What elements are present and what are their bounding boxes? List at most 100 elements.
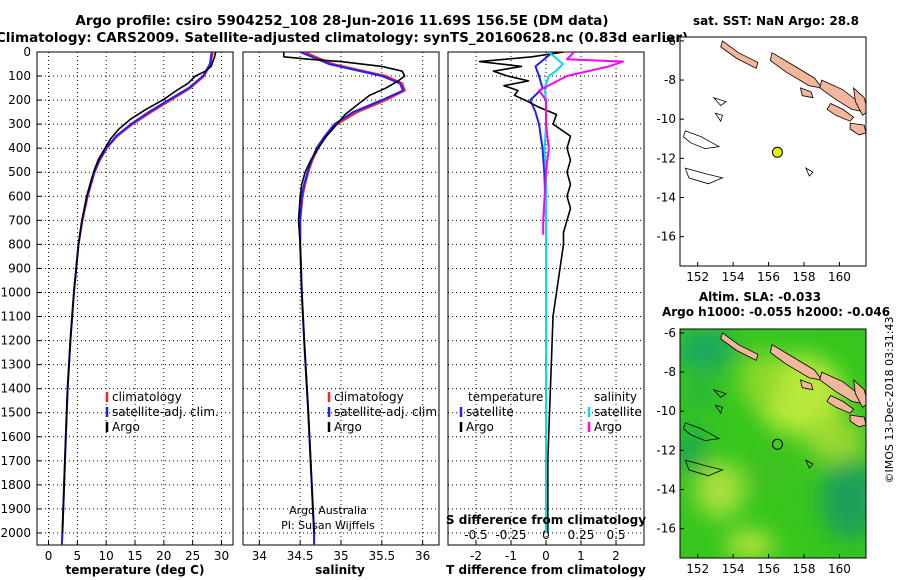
island xyxy=(849,414,866,428)
y-tick-label: 1500 xyxy=(0,406,31,420)
island xyxy=(849,122,866,136)
y-tick-label: 500 xyxy=(8,165,31,179)
reef-outline xyxy=(683,422,721,442)
top-tick-label: -0.25 xyxy=(495,528,526,542)
x-tick-label: 2 xyxy=(612,549,620,563)
y-tick-label: 400 xyxy=(8,141,31,155)
s-argo-diff-line xyxy=(538,52,624,235)
x-tick-label: 20 xyxy=(156,549,171,563)
sla-map-title: Altim. SLA: -0.033 xyxy=(699,290,821,304)
argo-line xyxy=(61,52,217,534)
y-tick-label: 600 xyxy=(8,189,31,203)
map-y-tick-label: -14 xyxy=(656,190,676,204)
x-tick-label: 35.5 xyxy=(368,549,395,563)
map-x-tick-label: 156 xyxy=(757,270,780,284)
x-tick-label: 0 xyxy=(45,549,53,563)
island xyxy=(819,79,864,112)
credit-argo: Argo Australia xyxy=(289,504,367,517)
island xyxy=(799,379,814,391)
sla-map-subtitle: Argo h1000: -0.055 h2000: -0.046 xyxy=(662,305,890,319)
reef-outline xyxy=(714,404,724,415)
legend-climatology-label: climatology xyxy=(112,390,182,404)
salinity-panel: 34 34.5 35 35.5 36 climatologysatellite-adj.… xyxy=(242,51,441,577)
x-tick-label: 5 xyxy=(74,549,82,563)
legend-satellite-label: satellite-adj. clim. xyxy=(334,405,441,419)
argo-line xyxy=(282,52,406,534)
legend-climatology-label: climatology xyxy=(334,390,404,404)
top-tick-label: 0.25 xyxy=(568,528,595,542)
y-tick-label: 200 xyxy=(8,93,31,107)
sst-map-title: sat. SST: NaN Argo: 28.8 xyxy=(693,14,859,28)
temperature-panel: 0100200300400500600700800900100011001200… xyxy=(0,45,234,577)
sla-map-field xyxy=(680,329,866,558)
x-tick-label: 0 xyxy=(542,549,550,563)
x-tick-label: 34 xyxy=(252,549,267,563)
island xyxy=(799,87,814,99)
title-line2: Climatology: CARS2009. Satellite-adjuste… xyxy=(0,30,688,46)
island xyxy=(853,378,866,408)
y-tick-label: 900 xyxy=(8,261,31,275)
difference-x-ticks: -2 -1 0 1 2 xyxy=(470,541,620,563)
y-tick-label: 1600 xyxy=(0,430,31,444)
salinity-xlabel: salinity xyxy=(315,563,365,577)
y-tick-label: 1100 xyxy=(0,310,31,324)
difference-panel: -2 -1 0 1 2 -0.5 -0.25 0 0.25 0.5 temperaturesat… xyxy=(446,51,646,577)
map-x-tick-label: 152 xyxy=(686,562,709,576)
y-tick-label: 0 xyxy=(23,45,31,59)
island xyxy=(769,344,823,381)
legend-salinity-title: salinity xyxy=(594,390,637,404)
map-y-tick-label: -16 xyxy=(656,522,676,536)
reef-outline xyxy=(712,388,727,399)
map-x-tick-label: 160 xyxy=(828,562,851,576)
x-tick-label: 35 xyxy=(333,549,348,563)
salinity-axes-box xyxy=(242,51,440,546)
map-y-tick-label: -10 xyxy=(656,404,676,418)
y-tick-label: 1300 xyxy=(0,358,31,372)
map-y-tick-label: -14 xyxy=(656,482,676,496)
sla-blob xyxy=(695,462,745,518)
island xyxy=(769,52,823,89)
map-x-tick-label: 158 xyxy=(793,270,816,284)
difference-xlabel: T difference from climatology xyxy=(446,563,646,577)
y-tick-label: 700 xyxy=(8,213,31,227)
x-tick-label: 15 xyxy=(127,549,142,563)
temperature-x-ticks: 0 5 10 15 20 25 30 xyxy=(45,541,229,563)
top-tick-label: 0 xyxy=(542,528,550,542)
y-tick-label: 800 xyxy=(8,237,31,251)
sla-map-argo-marker xyxy=(771,438,783,450)
sla-blob xyxy=(725,530,775,558)
y-tick-label: 1700 xyxy=(0,454,31,468)
sst-map-argo-marker xyxy=(771,146,783,158)
legend-satellite-label: satellite-adj. clim. xyxy=(112,405,219,419)
sla-map-frame xyxy=(679,328,867,559)
map-y-tick-label: -8 xyxy=(664,365,676,379)
sla-blob xyxy=(682,381,718,409)
sla-map: Altim. SLA: -0.033 Argo h1000: -0.055 h2… xyxy=(656,290,890,576)
map-x-tick-label: 158 xyxy=(793,562,816,576)
y-tick-label: 100 xyxy=(8,69,31,83)
y-tick-label: 1400 xyxy=(0,382,31,396)
credit-pi: PI: Susan Wijffels xyxy=(281,519,375,532)
map-y-tick-label: -12 xyxy=(656,443,676,457)
legend-argo-label: Argo xyxy=(112,420,140,434)
legend-s-argo-label: Argo xyxy=(594,420,622,434)
map-y-tick-label: -6 xyxy=(664,34,676,48)
salinity-grid xyxy=(243,51,439,545)
legend-t-satellite-label: satellite xyxy=(466,405,514,419)
island xyxy=(826,102,855,122)
reef-outline xyxy=(684,459,724,477)
y-tick-label: 1800 xyxy=(0,478,31,492)
sst-map-ticks: 152 154 156 158 160 -6 -8 -10 -12 -14 -16 xyxy=(656,34,850,284)
reef-outline xyxy=(684,167,724,185)
legend-t-argo-label: Argo xyxy=(466,420,494,434)
map-y-tick-label: -6 xyxy=(664,326,676,340)
sla-blob xyxy=(820,460,866,540)
top-tick-label: 0.5 xyxy=(606,528,625,542)
difference-legend: temperaturesatelliteArgosalinitysatellit… xyxy=(459,390,642,434)
sla-map-coastlines xyxy=(683,332,866,477)
island xyxy=(819,371,864,404)
sla-blob xyxy=(680,329,735,372)
legend-argo-label: Argo xyxy=(334,420,362,434)
